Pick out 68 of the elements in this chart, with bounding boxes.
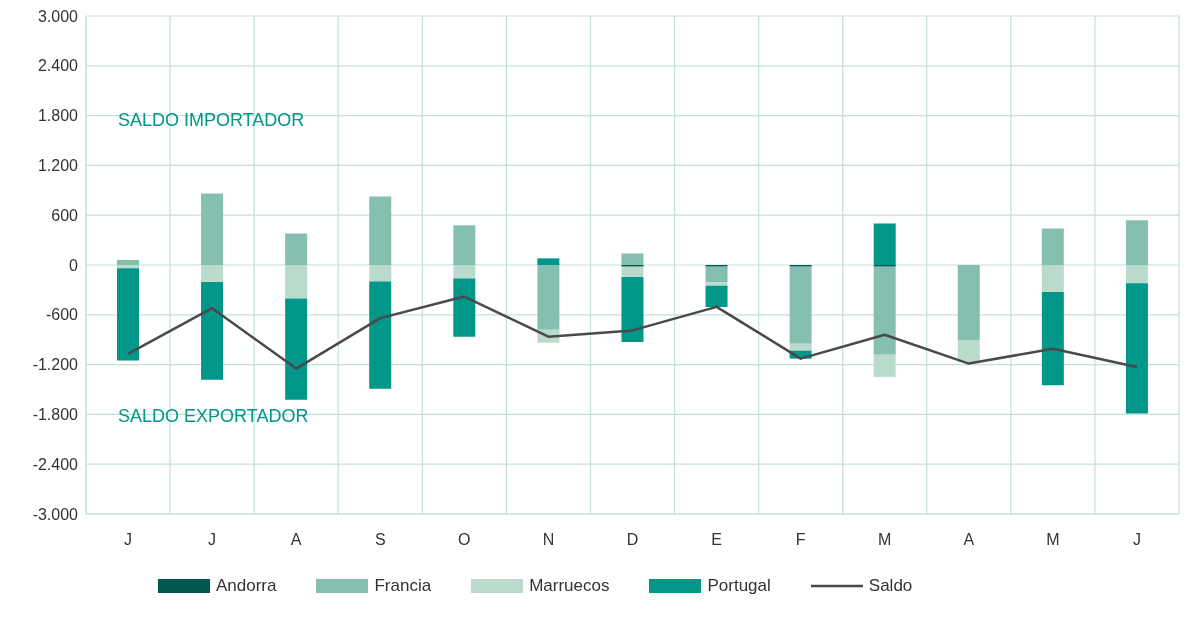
x-tick-label: A <box>963 531 975 549</box>
x-tick-label: J <box>1132 531 1141 549</box>
bar <box>453 225 476 265</box>
bar <box>873 354 896 377</box>
y-tick-label: 2.400 <box>37 57 79 75</box>
bar <box>957 265 980 341</box>
y-tick-label: 600 <box>51 206 79 224</box>
bar <box>537 258 560 265</box>
bar <box>453 265 476 279</box>
legend-label: Francia <box>374 576 432 596</box>
bar <box>873 266 896 355</box>
bar <box>1125 283 1148 414</box>
x-tick-label: M <box>878 531 892 549</box>
annotation: SALDO EXPORTADOR <box>118 405 309 427</box>
bar <box>873 223 896 265</box>
bar <box>537 265 560 330</box>
x-tick-label: J <box>124 531 133 549</box>
y-tick-label: 1.800 <box>37 107 79 125</box>
x-tick-label: N <box>542 531 555 549</box>
bar <box>201 281 224 380</box>
bar <box>705 285 728 307</box>
bar <box>369 196 392 265</box>
line-series <box>126 295 1139 370</box>
bar <box>369 265 392 282</box>
bar <box>453 278 476 337</box>
x-tick-label: S <box>374 531 386 549</box>
bar <box>1041 291 1064 386</box>
x-tick-label: J <box>208 531 217 549</box>
bar <box>705 266 728 283</box>
legend-label: Andorra <box>216 576 277 596</box>
bar <box>1041 228 1064 265</box>
bar <box>621 276 644 343</box>
y-tick-label: 1.200 <box>37 157 79 175</box>
bar <box>201 265 224 282</box>
bar <box>117 265 139 269</box>
x-tick-label: F <box>795 531 806 549</box>
bar <box>1125 265 1148 284</box>
bar <box>1041 265 1064 292</box>
annotation: SALDO IMPORTADOR <box>118 109 305 131</box>
bar <box>369 281 392 389</box>
bar <box>285 265 308 299</box>
y-tick-label: 0 <box>69 256 79 274</box>
x-tick-label: M <box>1046 531 1060 549</box>
bar <box>789 266 812 344</box>
y-tick-label: -1.200 <box>32 356 79 374</box>
bar <box>621 266 644 277</box>
x-tick-label: D <box>626 531 639 549</box>
legend-label: Marruecos <box>529 576 610 596</box>
x-tick-label: O <box>458 531 471 549</box>
bar <box>285 233 308 265</box>
y-tick-label: -1.800 <box>32 406 79 424</box>
bar <box>1125 220 1148 265</box>
y-tick-label: -2.400 <box>32 455 79 473</box>
bar <box>957 340 980 362</box>
bar <box>621 253 644 265</box>
x-tick-label: E <box>711 531 722 549</box>
legend-label: Portugal <box>707 576 771 596</box>
bar <box>789 343 812 351</box>
x-tick-label: A <box>290 531 302 549</box>
bar <box>117 260 139 265</box>
bar <box>705 282 728 286</box>
y-tick-label: 3.000 <box>37 7 79 25</box>
y-tick-label: -600 <box>45 306 79 324</box>
bar <box>117 268 139 361</box>
legend-label: Saldo <box>868 576 913 596</box>
bar <box>201 193 224 265</box>
bar <box>285 298 308 400</box>
y-tick-label: -3.000 <box>32 505 79 523</box>
